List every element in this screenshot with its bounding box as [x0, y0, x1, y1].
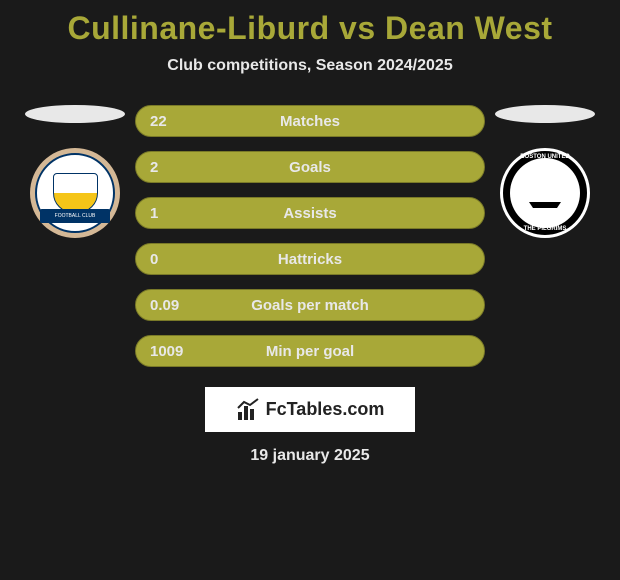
chart-icon	[236, 398, 260, 422]
stat-value: 22	[150, 113, 200, 130]
club-banner: FOOTBALL CLUB	[40, 209, 110, 223]
ship-icon	[525, 178, 565, 208]
stat-value: 1	[150, 205, 200, 222]
stat-row-min-per-goal: 1009 Min per goal	[135, 335, 485, 367]
subtitle: Club competitions, Season 2024/2025	[0, 57, 620, 75]
stat-label: Assists	[283, 205, 336, 222]
site-logo-text: FcTables.com	[266, 399, 385, 420]
club-motto: THE PILGRIMS	[524, 226, 567, 232]
date-text: 19 january 2025	[0, 447, 620, 465]
stat-label: Min per goal	[266, 343, 354, 360]
stats-list: 22 Matches 2 Goals 1 Assists 0 Hattricks…	[135, 105, 485, 367]
stat-value: 0	[150, 251, 200, 268]
stats-area: FOOTBALL CLUB 22 Matches 2 Goals 1 Assis…	[0, 105, 620, 367]
page-title: Cullinane-Liburd vs Dean West	[0, 10, 620, 47]
stat-row-matches: 22 Matches	[135, 105, 485, 137]
stat-row-goals-per-match: 0.09 Goals per match	[135, 289, 485, 321]
right-club-crest: BOSTON UNITED THE PILGRIMS	[500, 148, 590, 238]
stat-value: 0.09	[150, 297, 200, 314]
left-club-crest: FOOTBALL CLUB	[30, 148, 120, 238]
shield-icon	[53, 173, 98, 213]
stat-label: Hattricks	[278, 251, 342, 268]
right-club-column: BOSTON UNITED THE PILGRIMS	[495, 105, 595, 238]
left-photo-placeholder	[25, 105, 125, 123]
stat-row-assists: 1 Assists	[135, 197, 485, 229]
stat-label: Matches	[280, 113, 340, 130]
stat-label: Goals	[289, 159, 331, 176]
boston-badge	[510, 158, 580, 228]
stat-value: 2	[150, 159, 200, 176]
comparison-card: Cullinane-Liburd vs Dean West Club compe…	[0, 0, 620, 475]
site-logo-box: FcTables.com	[205, 387, 415, 432]
right-photo-placeholder	[495, 105, 595, 123]
stat-row-goals: 2 Goals	[135, 151, 485, 183]
left-club-column: FOOTBALL CLUB	[25, 105, 125, 238]
stat-label: Goals per match	[251, 297, 369, 314]
tamworth-badge: FOOTBALL CLUB	[35, 153, 115, 233]
stat-value: 1009	[150, 343, 200, 360]
stat-row-hattricks: 0 Hattricks	[135, 243, 485, 275]
